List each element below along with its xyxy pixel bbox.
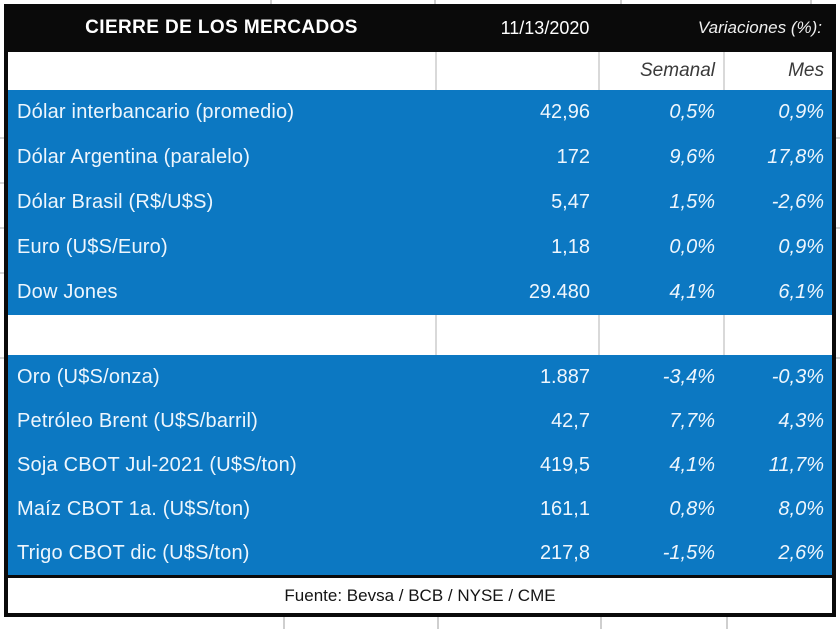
gridline-stub (0, 357, 4, 359)
row-label: Petróleo Brent (U$S/barril) (17, 409, 259, 432)
separator-row (8, 315, 832, 355)
row-value: 1,18 (551, 236, 590, 258)
gridline-stub (434, 0, 436, 4)
currency-section: Dólar interbancario (promedio) 42,96 0,5… (8, 90, 832, 315)
row-weekly-change: 0,0% (669, 236, 715, 258)
table-row: Dow Jones 29.480 4,1% 6,1% (8, 270, 832, 315)
table-header: CIERRE DE LOS MERCADOS 11/13/2020 Variac… (8, 4, 832, 52)
row-monthly-change: -2,6% (771, 191, 824, 213)
gridline-stub (600, 617, 602, 629)
gridline-stub (620, 0, 622, 4)
row-monthly-change: 17,8% (767, 146, 824, 168)
gridline-stub (0, 182, 4, 184)
table-row: Trigo CBOT dic (U$S/ton) 217,8 -1,5% 2,6… (8, 531, 832, 575)
row-label: Oro (U$S/onza) (17, 365, 160, 388)
column-header-value (435, 52, 598, 90)
row-monthly-change: 6,1% (778, 281, 824, 303)
row-weekly-change: 4,1% (669, 281, 715, 303)
row-value: 1.887 (539, 365, 590, 388)
gridline-stub (283, 617, 285, 629)
row-label: Dólar Argentina (paralelo) (17, 146, 251, 168)
row-weekly-change: -3,4% (662, 365, 715, 388)
column-header-semanal: Semanal (598, 52, 723, 90)
row-weekly-change: 0,5% (669, 101, 715, 123)
row-weekly-change: 1,5% (669, 191, 715, 213)
table-row: Dólar Brasil (R$/U$S) 5,47 1,5% -2,6% (8, 180, 832, 225)
row-monthly-change: 8,0% (778, 497, 824, 520)
row-value: 419,5 (539, 453, 590, 476)
column-header-empty (8, 52, 435, 90)
table-row: Oro (U$S/onza) 1.887 -3,4% -0,3% (8, 355, 832, 399)
row-value: 42,7 (551, 409, 590, 432)
table-row: Petróleo Brent (U$S/barril) 42,7 7,7% 4,… (8, 399, 832, 443)
table-row: Dólar interbancario (promedio) 42,96 0,5… (8, 90, 832, 135)
gridline-stub (437, 617, 439, 629)
source-footer: Fuente: Bevsa / BCB / NYSE / CME (8, 575, 832, 613)
gridline-stub (810, 0, 812, 4)
table-row: Dólar Argentina (paralelo) 172 9,6% 17,8… (8, 135, 832, 180)
commodities-section: Oro (U$S/onza) 1.887 -3,4% -0,3% Petróle… (8, 355, 832, 575)
row-weekly-change: -1,5% (662, 541, 715, 564)
row-monthly-change: 0,9% (778, 236, 824, 258)
row-monthly-change: 2,6% (778, 541, 824, 564)
gridline-stub (0, 137, 4, 139)
row-value: 5,47 (551, 191, 590, 213)
row-monthly-change: -0,3% (771, 365, 824, 388)
row-label: Dólar Brasil (R$/U$S) (17, 191, 214, 213)
row-monthly-change: 0,9% (778, 101, 824, 123)
gridline-stub (0, 227, 4, 229)
row-weekly-change: 7,7% (669, 409, 715, 432)
row-value: 29.480 (528, 281, 590, 303)
column-header-mes: Mes (723, 52, 832, 90)
row-weekly-change: 9,6% (669, 146, 715, 168)
gridline-stub (726, 617, 728, 629)
row-value: 217,8 (539, 541, 590, 564)
gridline-stub (270, 0, 272, 4)
gridline-stub (836, 357, 840, 359)
table-row: Soja CBOT Jul-2021 (U$S/ton) 419,5 4,1% … (8, 443, 832, 487)
table-row: Euro (U$S/Euro) 1,18 0,0% 0,9% (8, 225, 832, 270)
row-label: Maíz CBOT 1a. (U$S/ton) (17, 497, 251, 520)
row-weekly-change: 0,8% (669, 497, 715, 520)
row-label: Soja CBOT Jul-2021 (U$S/ton) (17, 453, 297, 476)
row-label: Trigo CBOT dic (U$S/ton) (17, 541, 250, 564)
row-label: Dólar interbancario (promedio) (17, 101, 295, 123)
report-date: 11/13/2020 (500, 17, 590, 38)
table-row: Maíz CBOT 1a. (U$S/ton) 161,1 0,8% 8,0% (8, 487, 832, 531)
row-label: Dow Jones (17, 281, 118, 303)
row-value: 42,96 (539, 101, 590, 123)
row-weekly-change: 4,1% (669, 453, 715, 476)
row-value: 161,1 (539, 497, 590, 520)
gridline-stub (0, 272, 4, 274)
row-value: 172 (556, 146, 590, 168)
row-label: Euro (U$S/Euro) (17, 236, 168, 258)
source-label: Fuente: Bevsa / BCB / NYSE / CME (284, 585, 556, 605)
row-monthly-change: 11,7% (768, 453, 824, 476)
column-header-row: Semanal Mes (8, 52, 832, 90)
row-monthly-change: 4,3% (778, 409, 824, 432)
markets-table: CIERRE DE LOS MERCADOS 11/13/2020 Variac… (4, 4, 836, 617)
variations-label: Variaciones (%): (697, 18, 822, 37)
gridline-stub (836, 137, 840, 139)
table-title: CIERRE DE LOS MERCADOS (85, 17, 358, 38)
gridline-stub (836, 227, 840, 229)
